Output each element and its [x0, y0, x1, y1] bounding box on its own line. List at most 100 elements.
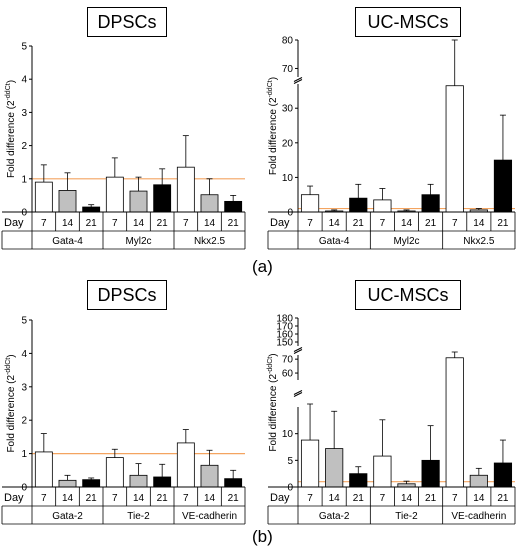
day-tick-label: 7 [380, 218, 386, 229]
bar [34, 451, 53, 488]
day-tick-label: 14 [401, 218, 413, 229]
axis-break [293, 392, 303, 397]
y-tick-label: 0 [21, 208, 27, 219]
y-tick-label: 5 [21, 316, 27, 327]
bar [153, 184, 172, 213]
group-label: Gata-4 [319, 236, 350, 247]
axis-break [293, 347, 303, 352]
group-label: VE-cadherin [182, 511, 237, 522]
x-axis-label: Day [270, 217, 290, 229]
panel-letter-a: (a) [252, 257, 273, 276]
bar [153, 476, 172, 488]
group-label: Nkx2.5 [194, 236, 226, 247]
axis-break [293, 79, 303, 84]
panel-letter-b: (b) [252, 527, 273, 546]
bar [224, 478, 243, 488]
y-tick-label: 70 [282, 64, 294, 75]
day-tick-label: 14 [473, 218, 485, 229]
y-tick-label: 1 [21, 174, 27, 185]
day-tick-label: 7 [452, 218, 458, 229]
bar [105, 457, 124, 488]
y-tick-label: 2 [21, 141, 27, 152]
panel-b-ucmscs-title: UC-MSCs [355, 280, 461, 310]
bar [58, 479, 77, 488]
day-tick-label: 7 [41, 218, 47, 229]
x-axis-label: Day [4, 492, 24, 504]
y-tick-label: 5 [287, 456, 293, 467]
group-label: Nkx2.5 [463, 236, 495, 247]
y-tick-label: 80 [282, 36, 294, 47]
y-tick-label: 20 [282, 138, 294, 149]
x-axis-label: Day [4, 217, 24, 229]
day-tick-label: 14 [329, 493, 341, 504]
y-tick-label: 60 [282, 369, 294, 380]
group-label: Tie-2 [127, 511, 150, 522]
day-tick-label: 21 [353, 218, 365, 229]
y-tick-label: 150 [276, 338, 293, 349]
y-tick-label: 10 [282, 429, 294, 440]
day-tick-label: 21 [228, 493, 240, 504]
day-tick-label: 7 [380, 493, 386, 504]
bar [105, 176, 124, 213]
bar [200, 194, 219, 213]
day-tick-label: 21 [497, 218, 509, 229]
day-tick-label: 21 [353, 493, 365, 504]
group-label: Myl2c [393, 236, 419, 247]
day-tick-label: 21 [86, 218, 98, 229]
day-tick-label: 14 [473, 493, 485, 504]
y-axis-label: Fold difference (2-ddCt) [5, 354, 17, 452]
day-tick-label: 7 [307, 493, 313, 504]
day-tick-label: 7 [183, 493, 189, 504]
panel-a-dpscs-title: DPSCs [87, 7, 167, 37]
group-label: VE-cadherin [451, 511, 506, 522]
bar [200, 464, 219, 488]
bar [176, 442, 195, 488]
bar [34, 181, 53, 213]
day-tick-label: 7 [452, 493, 458, 504]
day-tick-label: 7 [183, 218, 189, 229]
y-tick-label: 170 [276, 322, 293, 333]
day-tick-label: 21 [86, 493, 98, 504]
y-axis-label: Fold difference (2-ddCt) [267, 77, 279, 175]
bar [421, 194, 440, 213]
day-tick-label: 7 [112, 218, 118, 229]
day-tick-label: 14 [204, 218, 216, 229]
bar [373, 199, 392, 213]
y-tick-label: 0 [21, 483, 27, 494]
day-tick-label: 14 [62, 218, 74, 229]
bar [224, 200, 243, 213]
y-tick-label: 30 [282, 104, 294, 115]
bar [373, 455, 392, 488]
day-tick-label: 7 [112, 493, 118, 504]
bar [469, 474, 488, 488]
axis-break [293, 390, 303, 395]
bar [445, 85, 464, 213]
bar [300, 439, 320, 488]
y-tick-label: 1 [21, 449, 27, 460]
y-tick-label: 180 [276, 314, 293, 325]
y-tick-label: 160 [276, 330, 293, 341]
group-label: Gata-2 [52, 511, 83, 522]
day-tick-label: 21 [228, 218, 240, 229]
panel-a-ucmscs-title: UC-MSCs [355, 7, 461, 37]
bar [300, 194, 320, 213]
axis-break [293, 349, 303, 354]
day-tick-label: 14 [133, 493, 145, 504]
bar [82, 206, 101, 213]
y-tick-label: 0 [287, 208, 293, 219]
day-tick-label: 14 [62, 493, 74, 504]
bar [445, 357, 464, 488]
bar [82, 479, 101, 488]
y-tick-label: 4 [21, 349, 27, 360]
bar [325, 448, 344, 488]
bar [176, 166, 195, 213]
day-tick-label: 14 [204, 493, 216, 504]
day-tick-label: 7 [307, 218, 313, 229]
day-tick-label: 14 [329, 218, 341, 229]
bar [129, 190, 148, 213]
day-tick-label: 21 [157, 218, 169, 229]
y-tick-label: 2 [21, 416, 27, 427]
y-tick-label: 3 [21, 108, 27, 119]
y-axis-label: Fold difference (2-ddCt) [5, 80, 17, 178]
